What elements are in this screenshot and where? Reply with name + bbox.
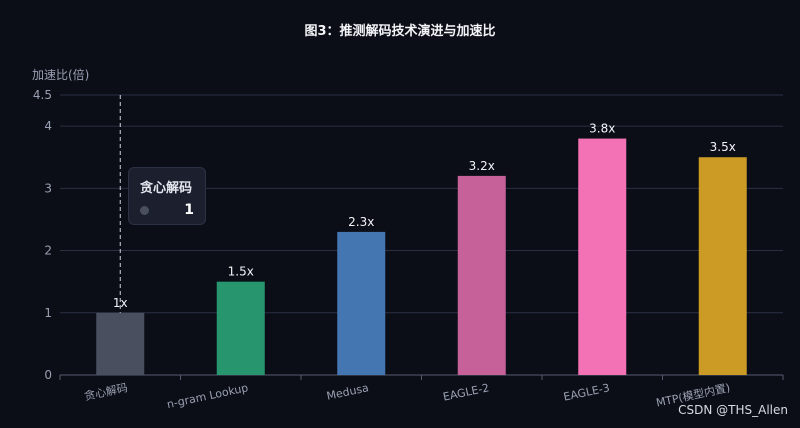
data-label: 3.8x [589,122,615,136]
data-label: 3.2x [469,159,495,173]
tooltip-title: 贪心解码 [140,181,193,196]
tooltip-value: 1 [184,202,194,218]
y-axis-label: 加速比(倍) [32,67,89,82]
bar-3 [337,231,386,375]
y-tick-label: 4 [44,119,52,133]
x-tick-label: 贪心解码 [83,380,129,403]
bar-5 [578,138,627,375]
data-label: 3.5x [710,140,736,154]
tooltip-series-dot-icon [140,205,149,215]
data-label: 1.5x [228,265,254,279]
bar-1 [96,312,145,375]
tooltip: 贪心解码 1 [128,167,206,225]
data-label: 2.3x [348,215,374,229]
y-tick-label: 1 [44,306,52,320]
bar-2 [216,281,265,375]
data-label: 1x [113,296,128,310]
watermark: CSDN @THS_Allen [678,403,788,417]
bar-6 [698,157,747,375]
y-tick-label: 4.5 [33,88,52,102]
chart-title: 图3：推测解码技术演进与加速比 [304,24,496,39]
x-tick-label: EAGLE-2 [442,381,491,403]
y-tick-label: 0 [44,368,52,382]
x-tick-label: EAGLE-3 [562,381,611,403]
bar-4 [457,175,506,375]
x-tick-label: Medusa [325,381,369,403]
y-tick-label: 3 [44,181,52,195]
x-tick-label: n-gram Lookup [166,381,250,411]
y-tick-label: 2 [44,244,52,258]
